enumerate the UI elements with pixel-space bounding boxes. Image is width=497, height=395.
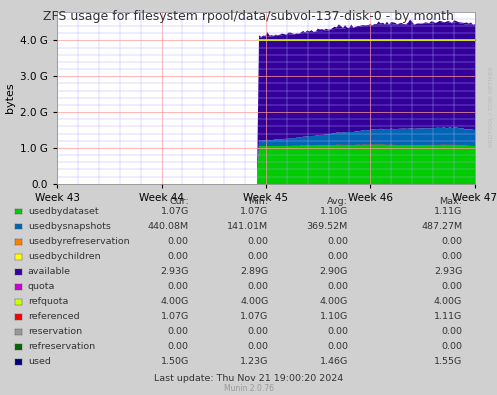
Text: 0.00: 0.00 (441, 237, 462, 246)
Text: 0.00: 0.00 (441, 327, 462, 336)
Text: Last update: Thu Nov 21 19:00:20 2024: Last update: Thu Nov 21 19:00:20 2024 (154, 374, 343, 384)
Text: Munin 2.0.76: Munin 2.0.76 (224, 384, 273, 393)
Text: usedbysnapshots: usedbysnapshots (28, 222, 111, 231)
Text: 1.07G: 1.07G (161, 312, 189, 321)
Text: 4.00G: 4.00G (434, 297, 462, 306)
Text: 1.23G: 1.23G (240, 357, 268, 366)
Text: 0.00: 0.00 (441, 342, 462, 351)
Y-axis label: bytes: bytes (4, 83, 15, 113)
Text: 0.00: 0.00 (327, 252, 348, 261)
Text: 2.93G: 2.93G (434, 267, 462, 276)
Text: 141.01M: 141.01M (227, 222, 268, 231)
Text: Max:: Max: (439, 198, 462, 207)
Text: 0.00: 0.00 (327, 342, 348, 351)
Text: refquota: refquota (28, 297, 68, 306)
Text: referenced: referenced (28, 312, 80, 321)
Text: usedbydataset: usedbydataset (28, 207, 98, 216)
Text: ZFS usage for filesystem rpool/data/subvol-137-disk-0 - by month: ZFS usage for filesystem rpool/data/subv… (43, 10, 454, 23)
Text: Avg:: Avg: (327, 198, 348, 207)
Text: 1.07G: 1.07G (240, 207, 268, 216)
Text: 1.50G: 1.50G (161, 357, 189, 366)
Text: 1.55G: 1.55G (434, 357, 462, 366)
Text: 0.00: 0.00 (248, 342, 268, 351)
Text: 2.90G: 2.90G (320, 267, 348, 276)
Text: 487.27M: 487.27M (421, 222, 462, 231)
Text: 2.89G: 2.89G (240, 267, 268, 276)
Text: 4.00G: 4.00G (161, 297, 189, 306)
Text: 1.11G: 1.11G (434, 207, 462, 216)
Text: 1.46G: 1.46G (320, 357, 348, 366)
Text: quota: quota (28, 282, 55, 291)
Text: used: used (28, 357, 51, 366)
Text: 1.07G: 1.07G (240, 312, 268, 321)
Text: 0.00: 0.00 (441, 252, 462, 261)
Text: 0.00: 0.00 (168, 282, 189, 291)
Text: 440.08M: 440.08M (148, 222, 189, 231)
Text: 0.00: 0.00 (441, 282, 462, 291)
Text: 1.10G: 1.10G (320, 207, 348, 216)
Text: 0.00: 0.00 (327, 327, 348, 336)
Text: 0.00: 0.00 (248, 327, 268, 336)
Text: 4.00G: 4.00G (320, 297, 348, 306)
Text: 0.00: 0.00 (168, 327, 189, 336)
Text: RRDTOOL / TOBI OETIKER: RRDTOOL / TOBI OETIKER (489, 66, 494, 147)
Text: usedbychildren: usedbychildren (28, 252, 100, 261)
Text: reservation: reservation (28, 327, 82, 336)
Text: 0.00: 0.00 (327, 237, 348, 246)
Text: 369.52M: 369.52M (307, 222, 348, 231)
Text: available: available (28, 267, 71, 276)
Text: 1.10G: 1.10G (320, 312, 348, 321)
Text: 0.00: 0.00 (248, 282, 268, 291)
Text: refreservation: refreservation (28, 342, 95, 351)
Text: 0.00: 0.00 (248, 252, 268, 261)
Text: Min:: Min: (248, 198, 268, 207)
Text: 4.00G: 4.00G (240, 297, 268, 306)
Text: 0.00: 0.00 (168, 237, 189, 246)
Text: 0.00: 0.00 (248, 237, 268, 246)
Text: 1.07G: 1.07G (161, 207, 189, 216)
Text: Cur:: Cur: (169, 198, 189, 207)
Text: usedbyrefreservation: usedbyrefreservation (28, 237, 129, 246)
Text: 0.00: 0.00 (168, 252, 189, 261)
Text: 0.00: 0.00 (327, 282, 348, 291)
Text: 1.11G: 1.11G (434, 312, 462, 321)
Text: 0.00: 0.00 (168, 342, 189, 351)
Text: 2.93G: 2.93G (161, 267, 189, 276)
